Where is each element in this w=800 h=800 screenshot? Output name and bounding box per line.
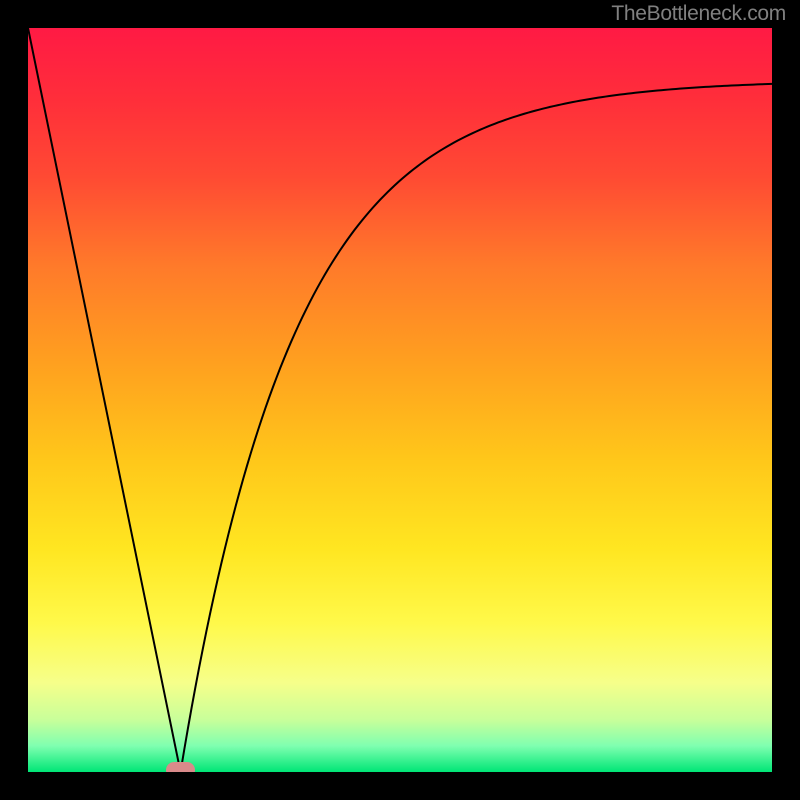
chart-container: TheBottleneck.com — [0, 0, 800, 800]
bottleneck-curve — [28, 28, 772, 772]
watermark-text: TheBottleneck.com — [611, 2, 786, 26]
bottleneck-marker — [166, 762, 196, 772]
plot-area — [28, 28, 772, 772]
